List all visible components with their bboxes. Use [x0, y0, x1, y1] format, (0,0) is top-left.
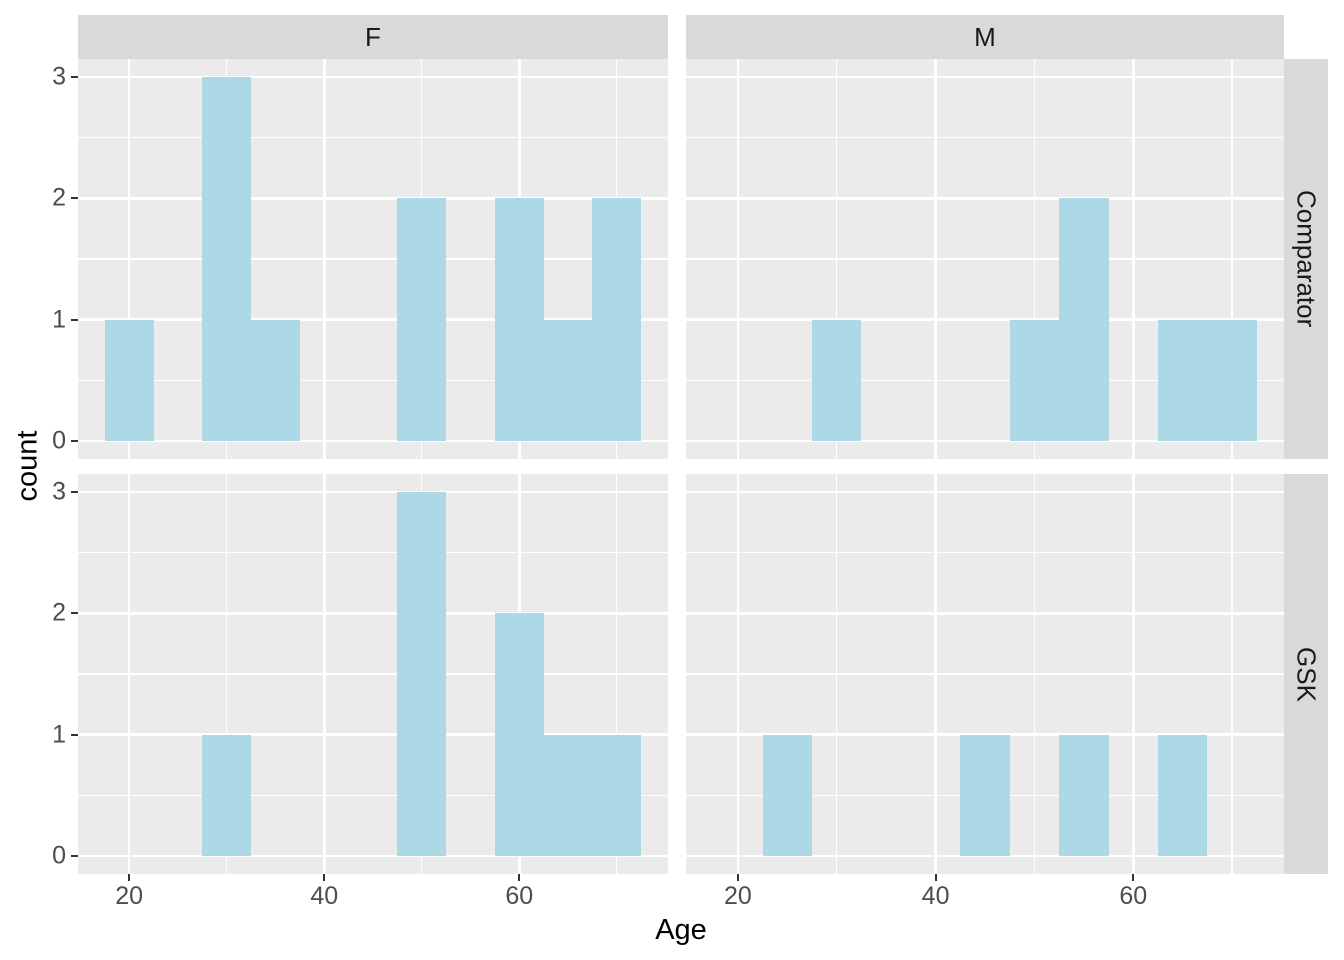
y-tick-mark	[71, 612, 78, 615]
gridline-major-h	[78, 439, 668, 443]
gridline-major-h	[686, 197, 1284, 200]
y-tick-label: 3	[52, 477, 66, 506]
facet-col-strip-f: F	[78, 15, 668, 59]
facet-col-strip-m: M	[686, 15, 1284, 59]
y-tick-label: 2	[52, 183, 66, 212]
gridline-major-v	[934, 474, 937, 874]
gridline-major-h	[686, 318, 1284, 321]
x-tick-label: 60	[1119, 882, 1148, 910]
histogram-bar	[1059, 198, 1109, 441]
histogram-bar	[397, 198, 447, 441]
y-tick-mark	[71, 318, 78, 321]
gridline-major-h	[78, 197, 668, 200]
facet-col-label-f: F	[365, 21, 381, 52]
gridline-major-v	[127, 474, 131, 874]
gridline-major-v	[1131, 474, 1135, 874]
gridline-major-h	[686, 490, 1284, 494]
gridline-minor-h	[686, 379, 1284, 381]
y-tick-mark	[71, 439, 78, 442]
histogram-bar	[812, 319, 862, 441]
histogram-bar	[104, 319, 154, 441]
gridline-major-v	[322, 474, 326, 874]
histogram-bar	[1157, 319, 1208, 441]
gridline-minor-h	[78, 137, 668, 139]
gridline-minor-h	[78, 673, 668, 675]
y-tick-label: 0	[52, 426, 66, 455]
gridline-minor-h	[78, 794, 668, 796]
gridline-minor-h	[78, 552, 668, 554]
y-tick-label: 1	[52, 305, 66, 334]
x-tick-label: 40	[310, 882, 339, 910]
histogram-bar	[1009, 319, 1060, 441]
gridline-major-v	[322, 59, 326, 459]
y-tick-mark	[71, 491, 78, 494]
gridline-minor-h	[686, 137, 1284, 139]
histogram-bar	[1207, 319, 1257, 441]
facet-row-strip-gsk: GSK	[1284, 474, 1328, 874]
histogram-bar	[592, 734, 642, 856]
histogram-bar	[202, 77, 252, 441]
gridline-major-h	[78, 318, 668, 321]
y-tick-label: 0	[52, 841, 66, 870]
histogram-bar	[762, 734, 812, 856]
histogram-bar	[494, 613, 544, 856]
gridline-major-h	[78, 490, 668, 494]
x-tick-mark	[518, 874, 521, 881]
gridline-minor-h	[78, 258, 668, 260]
gridline-major-h	[686, 854, 1284, 858]
gridline-major-h	[686, 75, 1284, 79]
histogram-bar	[592, 198, 642, 441]
gridline-major-v	[934, 59, 937, 459]
histogram-bar	[543, 734, 593, 856]
x-tick-mark	[1132, 874, 1135, 881]
gridline-minor-h	[686, 552, 1284, 554]
facet-row-strip-comparator: Comparator	[1284, 59, 1328, 459]
histogram-bar	[1157, 734, 1208, 856]
y-tick-label: 3	[52, 62, 66, 91]
y-tick-mark	[71, 854, 78, 857]
panel-f-gsk	[78, 474, 668, 874]
histogram-bar	[397, 492, 447, 856]
gridline-major-v	[736, 59, 740, 459]
x-tick-mark	[934, 874, 937, 881]
gridline-minor-h	[686, 673, 1284, 675]
gridline-major-v	[127, 59, 131, 459]
x-axis-title: Age	[655, 914, 707, 946]
panel-m-gsk	[686, 474, 1284, 874]
y-tick-mark	[71, 197, 78, 200]
x-tick-label: 40	[921, 882, 950, 910]
histogram-bar	[1059, 734, 1109, 856]
histogram-bar	[202, 734, 252, 856]
histogram-bar	[251, 319, 300, 441]
facet-row-label-comparator: Comparator	[1291, 190, 1322, 328]
gridline-major-h	[78, 733, 668, 736]
x-tick-mark	[736, 874, 739, 881]
gridline-minor-h	[686, 258, 1284, 260]
gridline-major-h	[686, 439, 1284, 443]
gridline-major-h	[78, 854, 668, 858]
gridline-major-h	[686, 612, 1284, 615]
x-tick-label: 20	[723, 882, 752, 910]
y-tick-label: 2	[52, 598, 66, 627]
facet-row-label-gsk: GSK	[1291, 646, 1322, 702]
x-tick-label: 60	[505, 882, 534, 910]
y-tick-mark	[71, 733, 78, 736]
gridline-major-v	[736, 474, 740, 874]
facet-col-label-m: M	[974, 21, 996, 52]
histogram-bar	[543, 319, 593, 441]
histogram-bar	[960, 734, 1010, 856]
y-tick-label: 1	[52, 720, 66, 749]
gridline-major-h	[78, 612, 668, 615]
panel-f-comparator	[78, 59, 668, 459]
gridline-major-h	[78, 75, 668, 79]
histogram-bar	[494, 198, 544, 441]
y-tick-mark	[71, 76, 78, 79]
gridline-minor-h	[78, 379, 668, 381]
panel-m-comparator	[686, 59, 1284, 459]
x-tick-mark	[323, 874, 326, 881]
x-tick-mark	[128, 874, 131, 881]
gridline-major-v	[1131, 59, 1135, 459]
x-tick-label: 20	[115, 882, 144, 910]
